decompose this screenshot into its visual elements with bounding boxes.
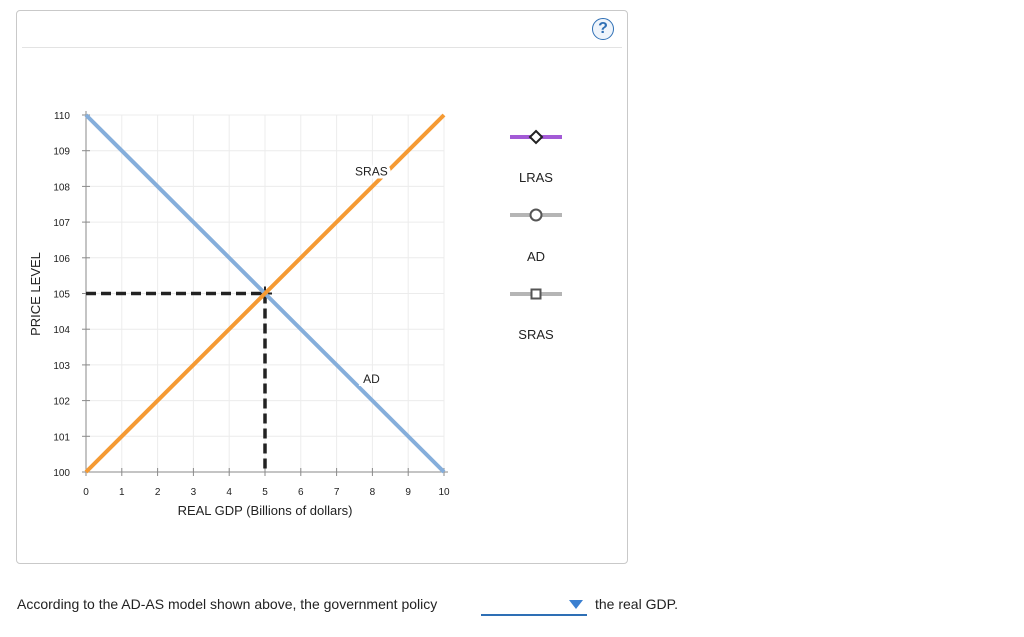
series-label-halo: AD xyxy=(363,372,380,386)
x-tick-label: 8 xyxy=(370,487,376,498)
y-tick-label: 107 xyxy=(53,218,70,229)
y-tick-label: 102 xyxy=(53,397,70,408)
x-tick-label: 2 xyxy=(155,487,161,498)
question-text: According to the AD-AS model shown above… xyxy=(17,596,438,612)
legend-label-lras: LRAS xyxy=(519,170,553,185)
policy-effect-dropdown[interactable] xyxy=(481,594,587,616)
x-tick-label: 10 xyxy=(438,487,450,498)
legend-label-ad: AD xyxy=(526,249,546,264)
ticks: 0 1 2 3 4 5 6 7 8 9 10 100 101 102 103 104 105 106 107 108 1… xyxy=(53,111,450,498)
x-tick-label: 9 xyxy=(405,487,411,498)
panel-divider xyxy=(22,47,622,48)
question-tail-text: the real GDP. xyxy=(595,596,679,612)
x-tick-label: 6 xyxy=(298,487,304,498)
circle-icon[interactable] xyxy=(529,208,543,222)
x-tick-label: 4 xyxy=(226,487,232,498)
series-label-sras: SRAS xyxy=(355,165,388,179)
x-axis-label: REAL GDP (Billions of dollars) xyxy=(178,503,353,518)
y-tick-label: 106 xyxy=(53,254,70,265)
x-tick-label: 3 xyxy=(191,487,197,498)
y-tick-label: 101 xyxy=(53,432,70,443)
series-label-ad: AD xyxy=(363,372,380,386)
y-tick-label: 103 xyxy=(53,361,70,372)
legend-label-sras: SRAS xyxy=(518,327,554,342)
legend[interactable] xyxy=(510,129,562,300)
diamond-icon[interactable] xyxy=(528,129,544,145)
y-axis-label: PRICE LEVEL xyxy=(28,252,43,336)
y-tick-label: 100 xyxy=(53,468,70,479)
x-tick-label: 7 xyxy=(334,487,340,498)
y-tick-label: 108 xyxy=(53,182,70,193)
x-tick-label: 5 xyxy=(262,487,268,498)
y-tick-label: 104 xyxy=(53,325,70,336)
chevron-down-icon[interactable] xyxy=(569,600,583,609)
y-tick-label: 105 xyxy=(53,290,70,301)
y-tick-label: 110 xyxy=(54,111,70,122)
y-tick-label: 109 xyxy=(53,147,70,158)
series-line-sras[interactable] xyxy=(84,113,446,474)
x-tick-label: 0 xyxy=(83,487,89,498)
axes xyxy=(85,111,448,473)
series-label-halo: SRAS xyxy=(355,165,388,179)
square-icon[interactable] xyxy=(530,288,542,300)
help-button[interactable]: ? xyxy=(592,18,614,40)
x-tick-label: 1 xyxy=(119,487,125,498)
